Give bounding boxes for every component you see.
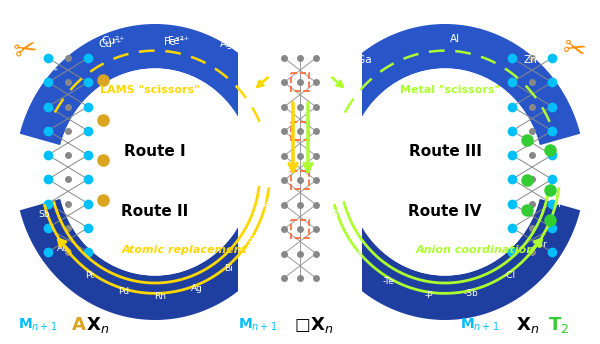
Text: X$_n$: X$_n$ — [86, 315, 109, 335]
Text: Atomic replacement: Atomic replacement — [122, 245, 248, 255]
Polygon shape — [310, 199, 580, 320]
Polygon shape — [20, 199, 290, 320]
Text: -Sb: -Sb — [464, 289, 479, 298]
Text: Route III: Route III — [409, 144, 481, 160]
Text: Metal "scissors": Metal "scissors" — [400, 85, 500, 95]
Text: Sn: Sn — [248, 235, 259, 245]
Text: -S: -S — [330, 210, 339, 219]
Text: Ag⁺: Ag⁺ — [220, 39, 239, 49]
Text: -P: -P — [425, 291, 433, 300]
Text: X$_n$: X$_n$ — [310, 315, 333, 335]
Text: Bi: Bi — [224, 265, 233, 273]
FancyBboxPatch shape — [238, 36, 362, 308]
Text: Fe²⁺: Fe²⁺ — [169, 36, 190, 46]
Text: ✂: ✂ — [559, 33, 589, 66]
Text: □: □ — [294, 316, 310, 334]
Text: Zn: Zn — [523, 55, 537, 65]
Text: -Se: -Se — [349, 249, 363, 258]
Text: Cu⁺: Cu⁺ — [265, 36, 285, 46]
Text: Pd: Pd — [118, 287, 129, 296]
Text: Fe²⁺: Fe²⁺ — [164, 37, 185, 47]
Text: ...Ga: ...Ga — [347, 55, 373, 65]
Text: Cu²⁺: Cu²⁺ — [98, 39, 122, 49]
Text: Ag⁺: Ag⁺ — [226, 36, 245, 46]
Text: LAMS "scissors": LAMS "scissors" — [100, 85, 200, 95]
Text: Cd²⁺: Cd²⁺ — [35, 67, 59, 77]
Polygon shape — [310, 24, 580, 145]
Text: Anion coordination: Anion coordination — [415, 245, 535, 255]
Text: Cd²⁺: Cd²⁺ — [38, 36, 62, 46]
Text: Au: Au — [56, 244, 68, 253]
Text: ✂: ✂ — [11, 33, 41, 66]
Text: M$_{n+1}$: M$_{n+1}$ — [238, 317, 277, 333]
Text: M$_{n+1}$: M$_{n+1}$ — [460, 317, 499, 333]
Text: -Cl: -Cl — [504, 271, 516, 280]
Text: Cu²⁺: Cu²⁺ — [101, 36, 125, 46]
Ellipse shape — [347, 68, 543, 276]
Text: Route IV: Route IV — [409, 204, 482, 219]
Text: M$_{n+1}$: M$_{n+1}$ — [18, 317, 57, 333]
Text: -Te: -Te — [383, 277, 395, 286]
Text: Pt: Pt — [85, 271, 94, 280]
Text: A: A — [72, 316, 86, 334]
Ellipse shape — [57, 68, 253, 276]
Text: Ag: Ag — [190, 284, 202, 293]
Text: T$_2$: T$_2$ — [548, 315, 569, 335]
Text: Route I: Route I — [124, 144, 186, 160]
Text: Route II: Route II — [121, 204, 188, 219]
Text: -Br: -Br — [534, 240, 547, 249]
Text: -I: -I — [556, 200, 562, 209]
Polygon shape — [20, 24, 290, 145]
Text: Sb: Sb — [39, 210, 50, 219]
Text: Rh: Rh — [154, 292, 166, 301]
Text: Al: Al — [450, 34, 460, 44]
Text: Cu⁺: Cu⁺ — [260, 62, 280, 72]
Text: X$_n$: X$_n$ — [516, 315, 539, 335]
Text: Ga...: Ga... — [258, 200, 279, 209]
